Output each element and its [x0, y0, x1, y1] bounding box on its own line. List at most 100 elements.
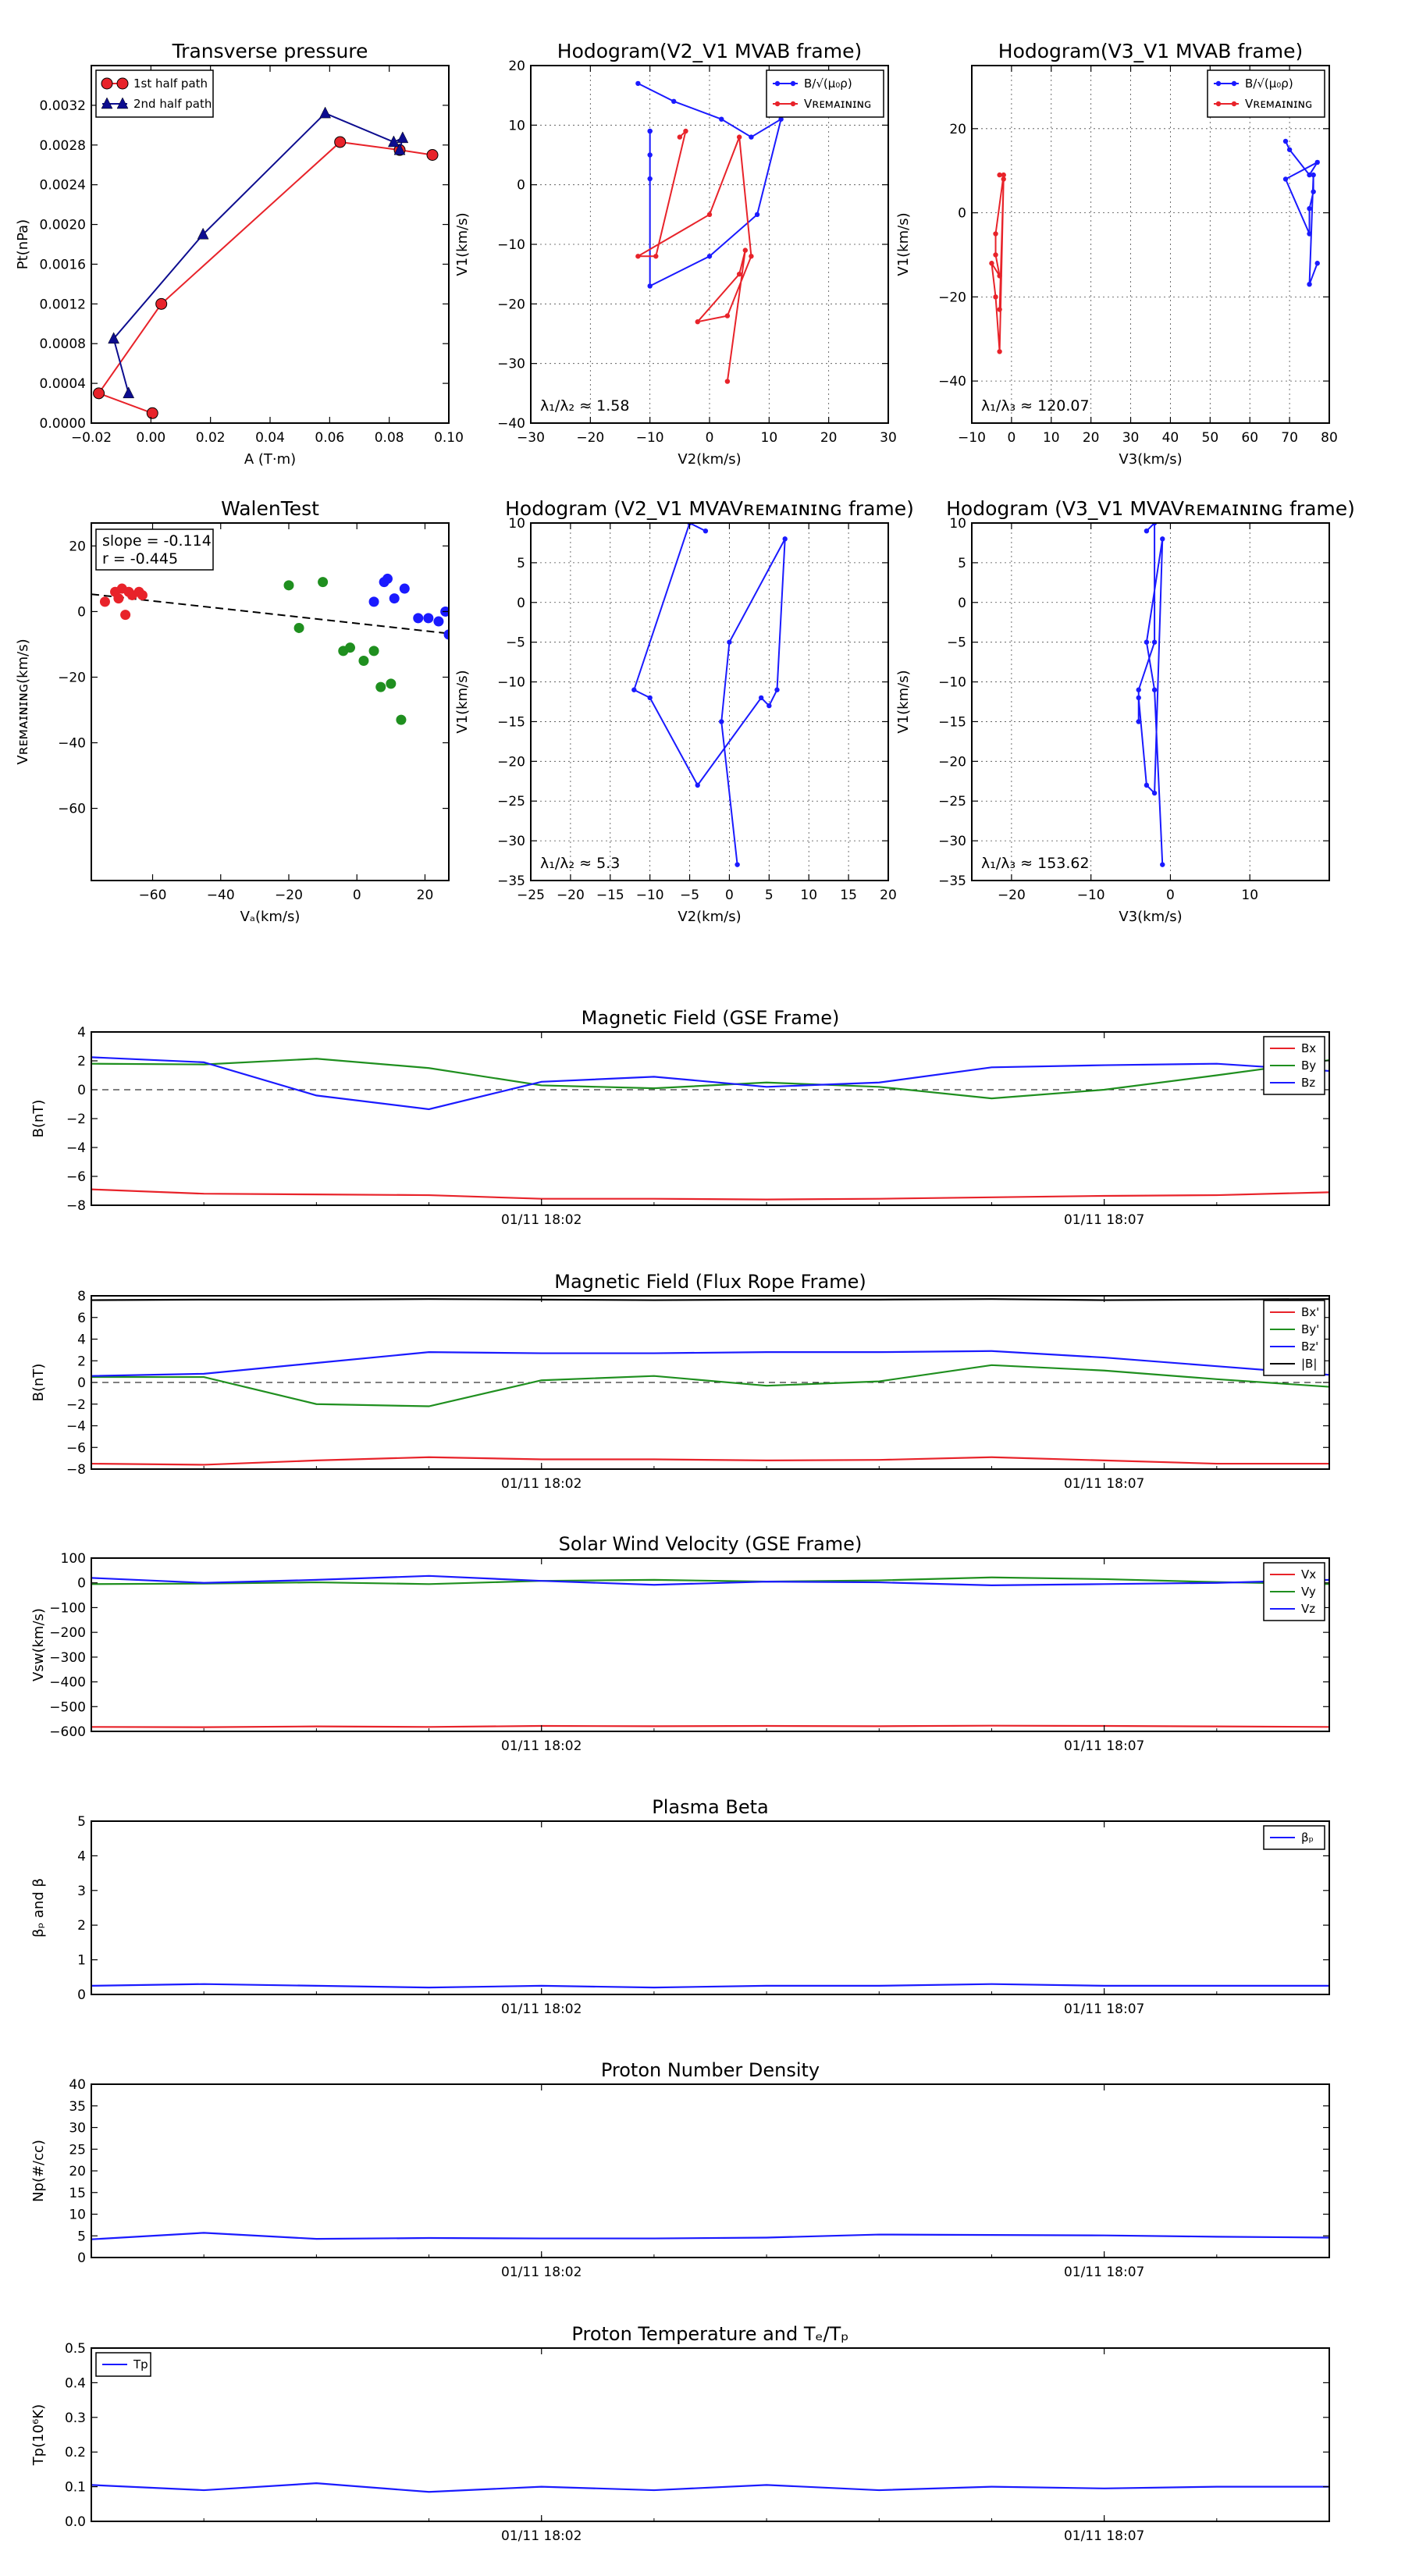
data-point [1307, 206, 1312, 212]
y-tick-label: −300 [49, 1650, 86, 1666]
data-point [671, 98, 677, 104]
x-tick-label: 80 [1321, 430, 1338, 446]
legend: Bx By Bz [1263, 1036, 1325, 1095]
y-tick-label: 20 [69, 2164, 86, 2179]
x-tick-label: 01/11 18:07 [1064, 2265, 1144, 2280]
x-tick-label: 0.04 [255, 430, 285, 446]
data-point [754, 212, 760, 218]
y-tick-label: −4 [66, 1140, 86, 1156]
data-point [695, 319, 700, 325]
data-point [137, 589, 148, 600]
x-tick-label: −10 [958, 430, 986, 446]
legend-marker [774, 80, 781, 87]
legend-label: βₚ [1301, 1831, 1314, 1845]
x-tick-label: 20 [880, 888, 897, 903]
y-axis-label: V1(km/s) [454, 212, 471, 276]
y-tick-label: −200 [49, 1625, 86, 1641]
y-tick-label: 0.0028 [40, 138, 86, 154]
data-point [719, 116, 724, 122]
annotation-text: slope = -0.114 [102, 532, 212, 550]
y-tick-label: 0 [517, 596, 525, 611]
data-point [647, 152, 653, 158]
annotation-text: λ₁/λ₂ ≈ 5.3 [540, 855, 620, 872]
x-tick-label: 5 [765, 888, 774, 903]
x-tick-label: 60 [1241, 430, 1258, 446]
data-point [389, 593, 400, 604]
y-tick-label: 100 [61, 1551, 86, 1567]
x-axis-label: V3(km/s) [1119, 909, 1182, 925]
data-point [123, 386, 135, 399]
y-tick-label: 0.3 [65, 2411, 86, 2426]
plot-area [972, 523, 1329, 881]
data-point [397, 131, 409, 144]
legend: βₚ [1263, 1825, 1325, 1850]
data-point [155, 297, 168, 310]
data-point [283, 580, 294, 591]
y-tick-label: −400 [49, 1675, 86, 1691]
y-tick-label: 0 [958, 206, 966, 222]
y-tick-label: −25 [497, 794, 525, 809]
y-axis-label: V1(km/s) [895, 670, 912, 733]
data-point [197, 227, 209, 240]
data-point [426, 149, 439, 161]
y-tick-label: 2 [77, 1918, 86, 1934]
x-tick-label: 01/11 18:02 [501, 2265, 582, 2280]
data-point [702, 528, 709, 534]
legend-label: Bx' [1301, 1305, 1319, 1319]
x-tick-label: 0 [353, 888, 361, 903]
plot-area [93, 106, 439, 419]
data-point [677, 134, 683, 140]
y-tick-label: −100 [49, 1600, 86, 1616]
chart-p_np: Proton Number Density 0 5 10 15 20 25 30 35 40 01/… [30, 2059, 1330, 2280]
y-tick-label: −2 [66, 1397, 86, 1413]
series-line-1 [991, 174, 1005, 352]
axes-frame [971, 65, 1330, 424]
data-point [423, 613, 434, 624]
data-point [1160, 536, 1165, 542]
data-point [345, 642, 356, 653]
data-point [413, 613, 424, 624]
x-tick-label: −60 [139, 888, 167, 903]
y-tick-label: 0.0008 [40, 336, 86, 352]
data-point [443, 629, 449, 640]
series-line-0 [91, 2482, 1329, 2493]
data-point [719, 719, 724, 724]
series-line-1 [91, 1576, 1329, 1585]
x-tick-label: 10 [1043, 430, 1060, 446]
annotation-text: λ₁/λ₃ ≈ 153.62 [981, 855, 1090, 872]
data-point [706, 212, 713, 218]
data-point [635, 80, 641, 87]
y-tick-label: −30 [497, 834, 525, 849]
legend-box [95, 69, 214, 118]
y-tick-label: 20 [508, 59, 525, 74]
y-tick-label: −5 [947, 635, 966, 651]
data-point [1136, 695, 1141, 701]
data-point [647, 128, 653, 134]
data-point [382, 573, 393, 584]
data-point [1286, 147, 1293, 152]
legend-marker [790, 101, 796, 107]
x-tick-label: 10 [800, 888, 817, 903]
series-line-3 [91, 1298, 1329, 1301]
axes-frame [91, 1820, 1330, 1995]
y-axis-label: βₚ and β [30, 1878, 47, 1937]
plot-area [91, 1983, 1329, 1989]
data-point [727, 639, 732, 645]
chart-p_bgse: Magnetic Field (GSE Frame) −8 −6 −4 −2 0 2 4 01/… [30, 1007, 1330, 1228]
y-tick-label: −8 [66, 1462, 86, 1478]
data-point [706, 254, 713, 259]
y-tick-label: 0 [77, 604, 86, 620]
chart-title: Transverse pressure [172, 40, 368, 62]
y-tick-label: 0.1 [65, 2480, 86, 2496]
legend-box [1207, 69, 1325, 118]
plot-area [91, 1298, 1329, 1466]
data-point [1136, 687, 1141, 692]
data-point [993, 294, 998, 300]
data-point [1314, 261, 1320, 266]
axes-frame [971, 522, 1330, 881]
y-tick-label: −10 [938, 675, 966, 691]
series-line-0 [91, 1456, 1329, 1466]
data-point [1136, 719, 1141, 724]
series-line-0 [91, 1983, 1329, 1989]
legend-marker [116, 77, 129, 90]
